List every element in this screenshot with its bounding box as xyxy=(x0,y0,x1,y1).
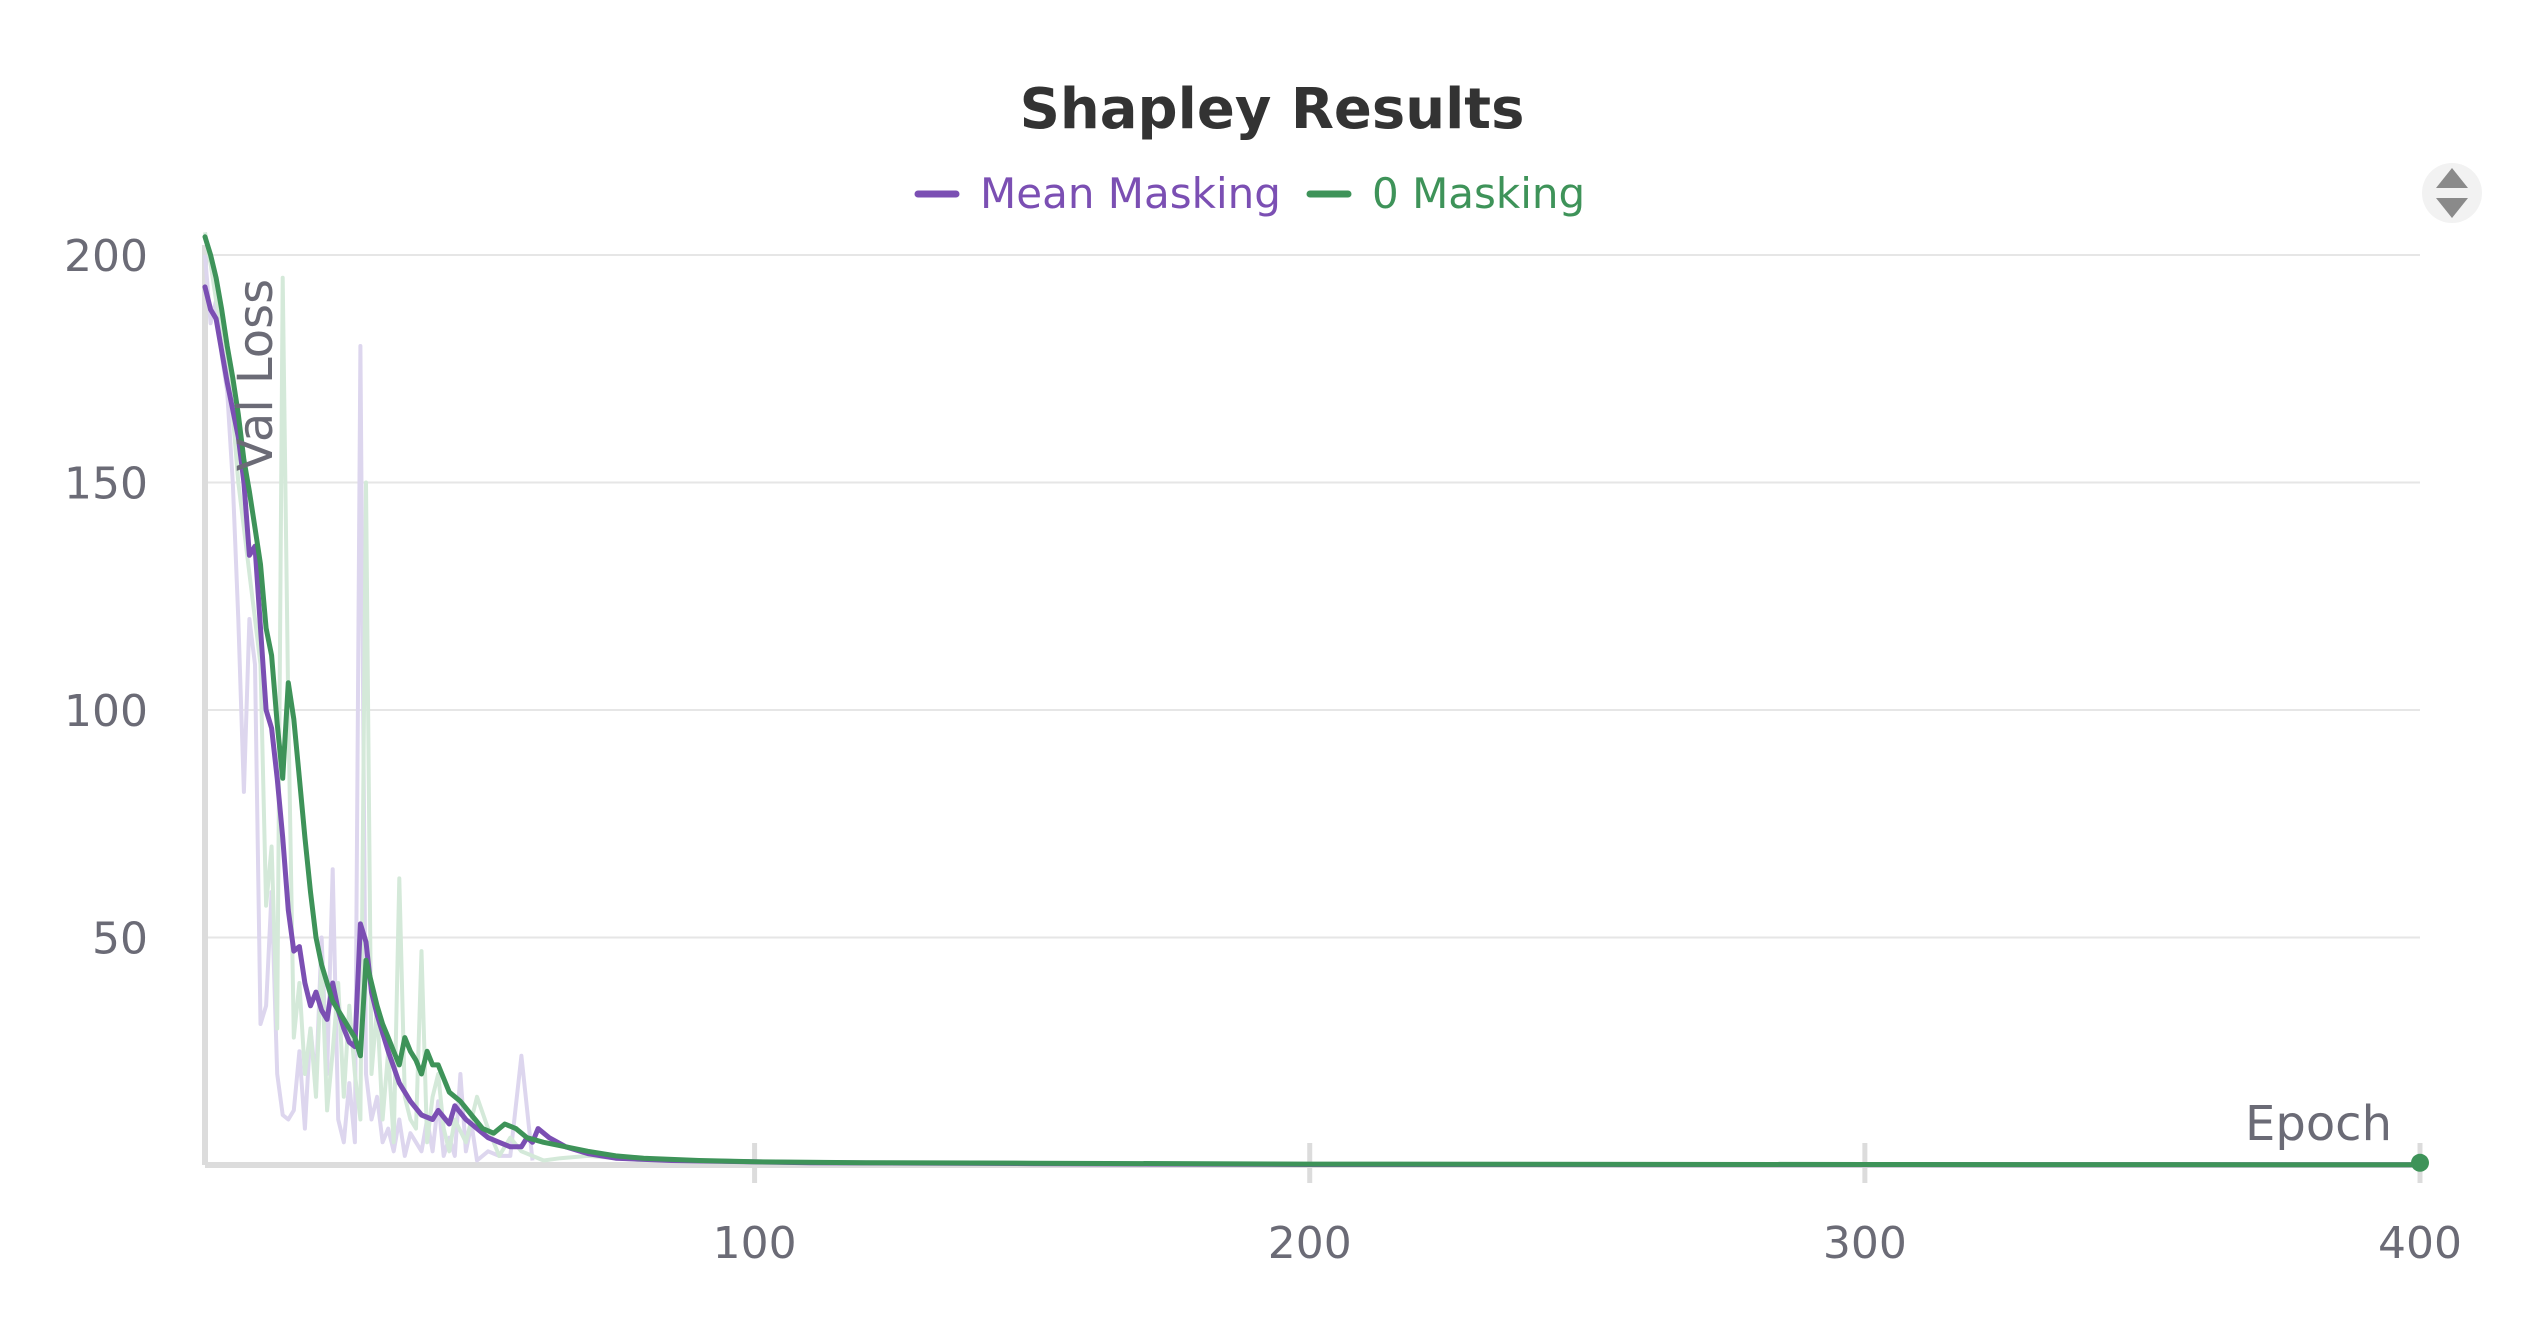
scroll-control-background xyxy=(2422,163,2482,223)
legend-item[interactable]: Mean Masking xyxy=(914,169,1281,218)
series-end-point xyxy=(2411,1153,2429,1172)
raw-series-group xyxy=(203,231,2420,1167)
series-raw-line xyxy=(203,254,535,1163)
y-tick-label: 200 xyxy=(64,231,148,282)
x-tick-label: 300 xyxy=(1823,1218,1907,1269)
x-tick-label: 200 xyxy=(1268,1218,1352,1269)
smoothed-series-group xyxy=(202,234,2429,1172)
legend-item[interactable]: 0 Masking xyxy=(1306,169,1585,218)
legend-label: Mean Masking xyxy=(980,169,1281,218)
y-axis-label: Val Loss xyxy=(228,279,284,471)
gridlines xyxy=(205,254,2420,939)
y-axis: 50 100 150 200 xyxy=(64,231,208,1165)
y-tick-label: 150 xyxy=(64,459,148,510)
y-tick-label: 100 xyxy=(64,686,148,737)
series-raw-line xyxy=(203,231,2420,1167)
legend-label: 0 Masking xyxy=(1372,169,1585,218)
scroll-up-icon[interactable] xyxy=(2436,168,2468,188)
series-line xyxy=(202,234,2423,1168)
chart-title: Shapley Results xyxy=(1020,77,1525,142)
x-tick-label: 100 xyxy=(713,1218,797,1269)
x-axis-label: Epoch xyxy=(2245,1096,2392,1152)
legend-scroll-control[interactable] xyxy=(2422,163,2482,223)
series-line xyxy=(202,284,2423,1168)
scroll-down-icon[interactable] xyxy=(2436,198,2468,218)
y-tick-label: 50 xyxy=(92,914,148,965)
x-tick-label: 400 xyxy=(2378,1218,2462,1269)
legend: Mean Masking 0 Masking xyxy=(914,169,1585,218)
